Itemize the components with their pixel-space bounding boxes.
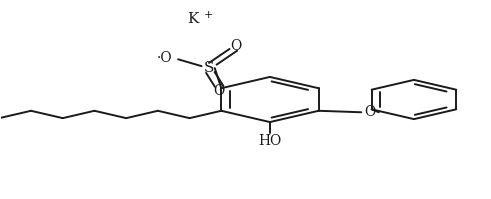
Text: ·O: ·O: [157, 51, 172, 65]
Text: K: K: [187, 12, 198, 26]
Text: HO: HO: [258, 135, 281, 148]
Text: O: O: [213, 84, 224, 98]
Text: S: S: [204, 61, 214, 75]
Text: +: +: [204, 10, 214, 20]
Text: O: O: [230, 39, 242, 53]
Text: O: O: [364, 105, 376, 119]
